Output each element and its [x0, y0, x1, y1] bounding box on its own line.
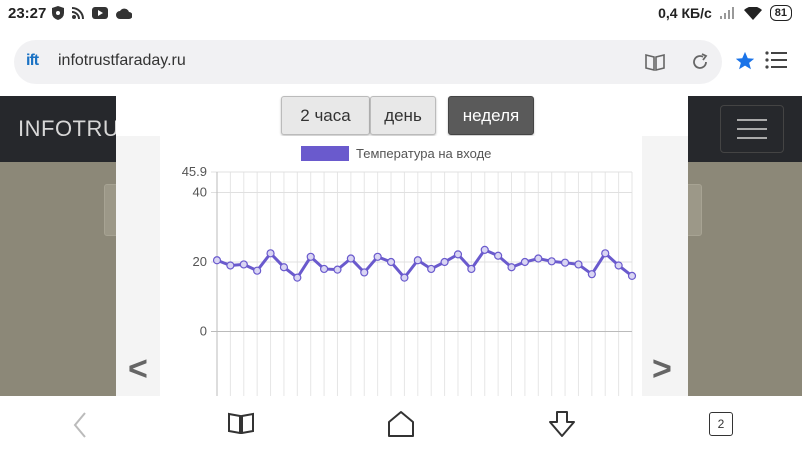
back-icon[interactable] [72, 412, 88, 438]
data-point[interactable] [494, 251, 503, 260]
data-point[interactable] [253, 266, 262, 275]
y-tick-label: 40 [193, 185, 207, 200]
data-point[interactable] [226, 261, 235, 270]
range-day-button[interactable]: день [370, 96, 436, 135]
data-point[interactable] [480, 245, 489, 254]
data-point[interactable] [293, 273, 302, 282]
legend-label: Температура на входе [356, 146, 491, 161]
data-point[interactable] [507, 263, 516, 272]
y-tick-label: 0 [200, 324, 207, 339]
bookmarks-book-icon[interactable] [228, 412, 254, 434]
browser-toolbar: ift infotrustfaraday.ru [0, 28, 802, 96]
data-point[interactable] [627, 271, 637, 281]
cloud-notification-icon [116, 8, 132, 19]
address-bar[interactable]: ift infotrustfaraday.ru [14, 40, 722, 84]
network-speed: 0,4 КБ/с [658, 5, 712, 21]
data-point[interactable] [587, 270, 596, 279]
url-text[interactable]: infotrustfaraday.ru [58, 52, 186, 69]
bookmark-star-icon[interactable] [734, 50, 756, 72]
navbar-toggle-button[interactable] [720, 105, 784, 153]
data-point[interactable] [413, 256, 422, 265]
range-week-button[interactable]: неделя [448, 96, 534, 135]
data-point[interactable] [520, 257, 530, 267]
menu-icon[interactable] [765, 50, 787, 70]
data-point[interactable] [360, 268, 369, 277]
data-point[interactable] [386, 257, 396, 267]
signal-icon [719, 7, 734, 19]
data-point[interactable] [574, 260, 583, 269]
y-tick-label: 45.9 [182, 164, 207, 179]
home-icon[interactable] [387, 410, 415, 438]
bottom-navigation: 2 [0, 396, 802, 452]
reader-mode-icon[interactable] [644, 52, 666, 72]
data-point[interactable] [212, 256, 222, 265]
data-point[interactable] [534, 254, 543, 263]
status-time: 23:27 [8, 5, 47, 22]
data-point[interactable] [453, 250, 463, 259]
data-point[interactable] [440, 257, 449, 267]
range-2h-button[interactable]: 2 часа [281, 96, 370, 135]
legend-swatch [301, 146, 349, 161]
site-favicon: ift [26, 52, 39, 69]
data-point[interactable] [547, 257, 556, 266]
web-page: INFOTRUS 2 часа день неделя < > Температ… [0, 96, 802, 408]
data-point[interactable] [306, 252, 315, 261]
site-brand[interactable]: INFOTRUS [18, 116, 135, 141]
rss-notification-icon [72, 7, 84, 19]
series-line [216, 247, 633, 281]
data-point[interactable] [427, 264, 436, 274]
download-icon[interactable] [548, 410, 576, 438]
prev-arrow[interactable]: < [128, 350, 148, 388]
reload-icon[interactable] [690, 52, 710, 72]
shield-notification-icon [52, 6, 64, 20]
wifi-icon [743, 6, 762, 20]
status-bar: 23:27 0,4 КБ/с 81 [0, 0, 802, 28]
data-point[interactable] [467, 264, 476, 274]
next-arrow[interactable]: > [652, 350, 672, 388]
youtube-notification-icon [92, 7, 108, 19]
data-point[interactable] [239, 260, 248, 269]
data-point[interactable] [373, 252, 382, 261]
data-point[interactable] [333, 265, 342, 274]
prev-panel [116, 136, 160, 396]
y-tick-label: 20 [193, 254, 207, 269]
chart-modal: 2 часа день неделя < > Температура на вх… [116, 96, 688, 408]
data-point[interactable] [346, 254, 355, 263]
battery-indicator: 81 [769, 5, 792, 21]
data-point[interactable] [601, 249, 610, 258]
data-point[interactable] [614, 261, 623, 270]
next-panel [642, 136, 688, 396]
data-point[interactable] [560, 258, 570, 267]
data-point[interactable] [400, 273, 409, 282]
data-point[interactable] [279, 263, 289, 272]
tabs-count-button[interactable]: 2 [709, 412, 733, 436]
data-point[interactable] [319, 264, 329, 274]
data-point[interactable] [266, 249, 275, 258]
